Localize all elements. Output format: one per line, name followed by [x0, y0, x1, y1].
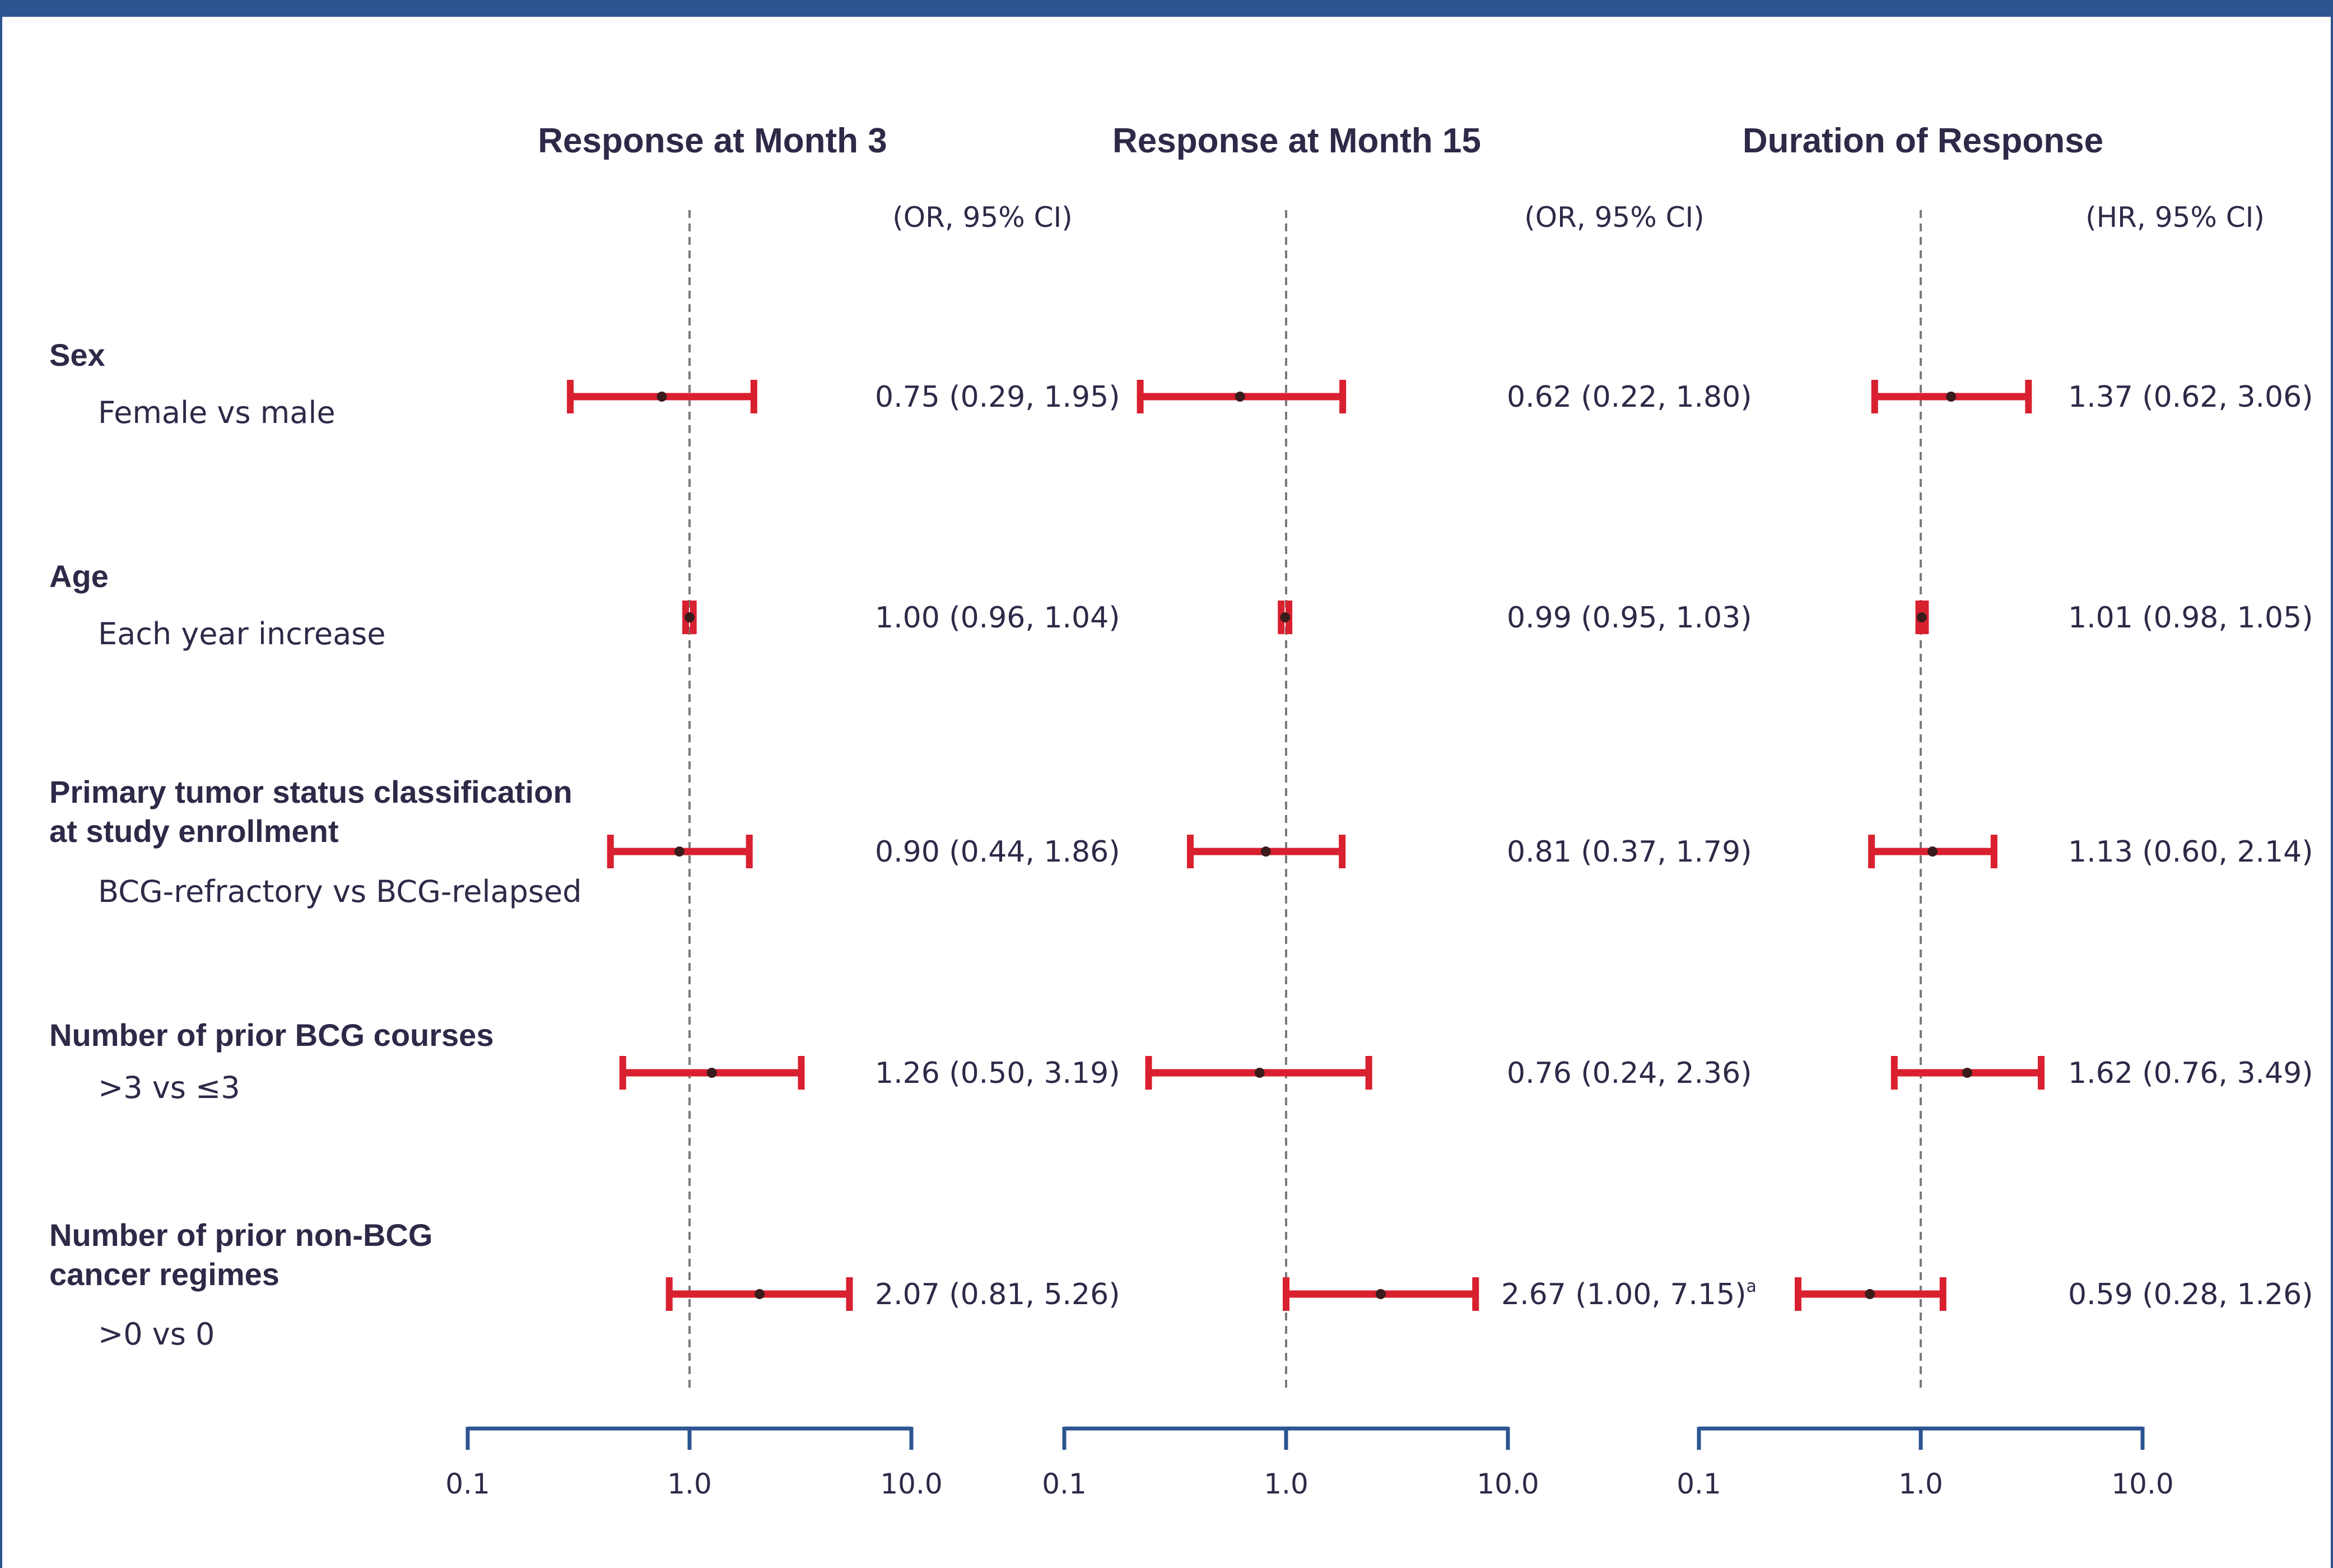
- row-category-label: Number of prior non-BCG: [49, 1217, 432, 1253]
- row-comparison-label: Each year increase: [98, 616, 386, 652]
- point-estimate: [1260, 846, 1271, 857]
- point-estimate: [674, 846, 684, 857]
- panel-stat-label: (HR, 95% CI): [2085, 201, 2265, 234]
- estimate-value-label: 1.13 (0.60, 2.14): [2068, 835, 2313, 869]
- panel-stat-label: (OR, 95% CI): [1524, 201, 1705, 234]
- point-estimate: [1916, 612, 1927, 622]
- row-category-label: Primary tumor status classification: [49, 774, 572, 809]
- estimate-value-label: 1.62 (0.76, 3.49): [2068, 1057, 2313, 1090]
- row-category-label: Sex: [49, 337, 105, 373]
- row-comparison-label: Female vs male: [98, 395, 336, 430]
- x-tick-label: 10.0: [2111, 1468, 2173, 1500]
- footnote-marker: a: [1747, 1277, 1757, 1296]
- x-tick-label: 0.1: [1042, 1468, 1087, 1500]
- row-category-label: cancer regimes: [49, 1257, 280, 1292]
- point-estimate: [1235, 392, 1245, 402]
- estimate-value-label: 1.37 (0.62, 3.06): [2068, 380, 2313, 414]
- top-banner: [0, 0, 2333, 17]
- x-tick-label: 0.1: [1677, 1468, 1721, 1500]
- estimate-value-label: 0.62 (0.22, 1.80): [1507, 380, 1752, 414]
- panel-stat-label: (OR, 95% CI): [892, 201, 1073, 234]
- x-tick-label: 0.1: [445, 1468, 490, 1500]
- estimate-value-label: 0.81 (0.37, 1.79): [1507, 835, 1752, 869]
- estimate-value-label: 1.01 (0.98, 1.05): [2068, 601, 2313, 635]
- point-estimate: [656, 392, 667, 402]
- point-estimate: [1962, 1068, 1972, 1078]
- x-tick-label: 10.0: [880, 1468, 942, 1500]
- estimate-value-label: 0.90 (0.44, 1.86): [875, 835, 1120, 869]
- point-estimate: [1254, 1068, 1265, 1078]
- row-category-label: at study enrollment: [49, 813, 339, 849]
- x-tick-label: 10.0: [1477, 1468, 1539, 1500]
- row-comparison-label: >3 vs ≤3: [98, 1070, 240, 1105]
- point-estimate: [1946, 392, 1957, 402]
- x-tick-label: 1.0: [1898, 1468, 1943, 1500]
- row-category-label: Age: [49, 559, 109, 594]
- point-estimate: [706, 1068, 717, 1078]
- panel-title: Response at Month 15: [1112, 122, 1481, 160]
- panel-title: Duration of Response: [1743, 122, 2103, 160]
- row-comparison-label: BCG-refractory vs BCG-relapsed: [98, 874, 582, 909]
- estimate-value-label: 2.07 (0.81, 5.26): [875, 1278, 1120, 1311]
- estimate-value-label: 1.26 (0.50, 3.19): [875, 1057, 1120, 1090]
- row-comparison-label: >0 vs 0: [98, 1316, 215, 1352]
- point-estimate: [684, 612, 695, 622]
- panel-title: Response at Month 3: [538, 122, 887, 160]
- estimate-value-label: 0.59 (0.28, 1.26): [2068, 1278, 2313, 1311]
- row-category-label: Number of prior BCG courses: [49, 1017, 493, 1053]
- point-estimate: [755, 1289, 765, 1299]
- point-estimate: [1280, 612, 1291, 622]
- x-tick-label: 1.0: [667, 1468, 712, 1500]
- estimate-value-label: 2.67 (1.00, 7.15)a: [1501, 1277, 1757, 1311]
- estimate-value-label: 0.76 (0.24, 2.36): [1507, 1057, 1752, 1090]
- estimate-value-label: 0.99 (0.95, 1.03): [1507, 601, 1752, 635]
- point-estimate: [1375, 1289, 1386, 1299]
- x-tick-label: 1.0: [1264, 1468, 1308, 1500]
- estimate-value-label: 0.75 (0.29, 1.95): [875, 380, 1120, 414]
- point-estimate: [1865, 1289, 1875, 1299]
- estimate-value-label: 1.00 (0.96, 1.04): [875, 601, 1120, 635]
- point-estimate: [1927, 846, 1938, 857]
